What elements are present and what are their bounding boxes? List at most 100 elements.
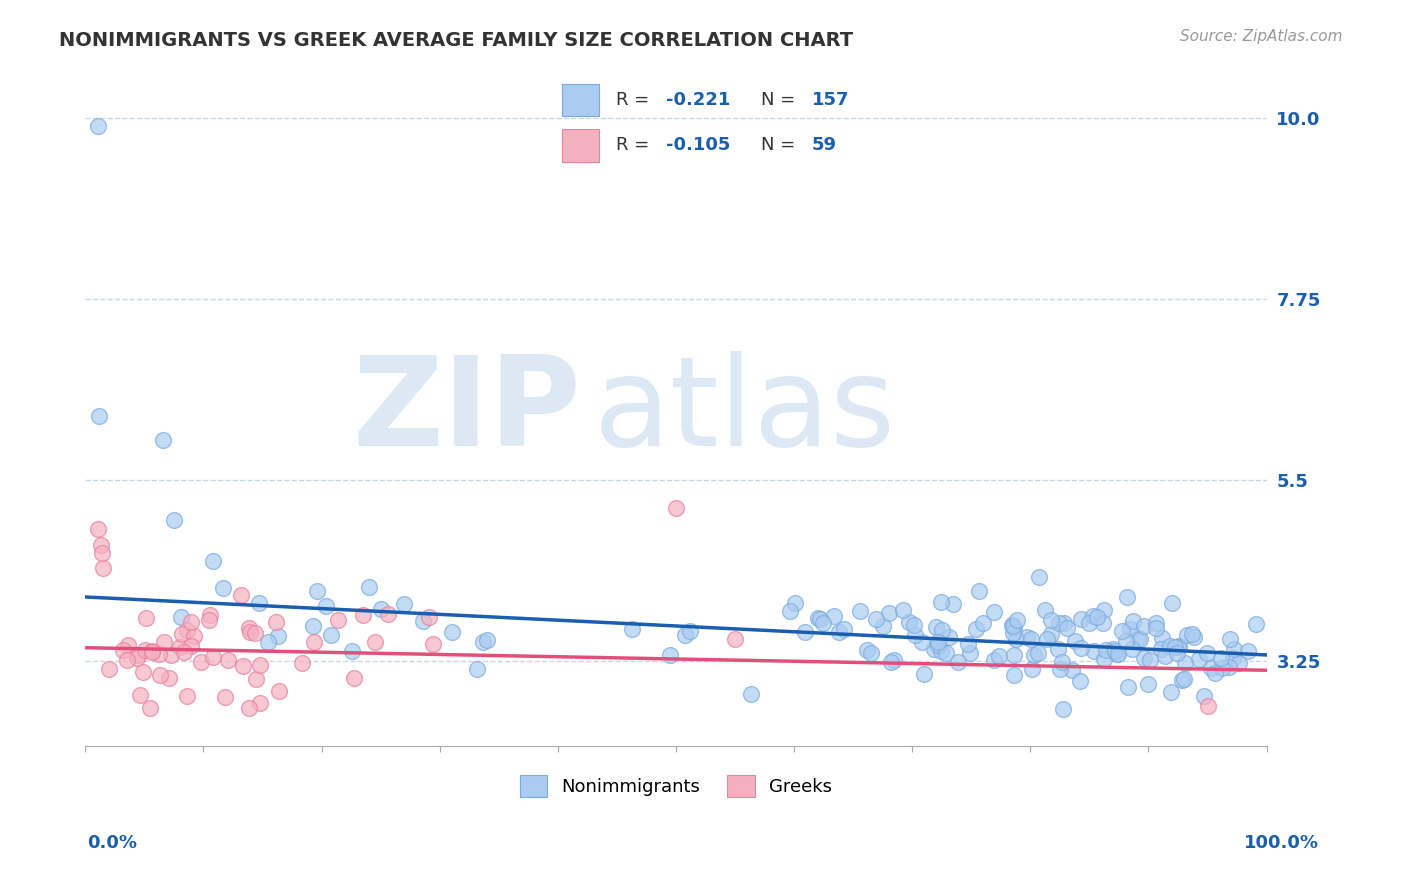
Point (173, 645, 195, 659)
Point (927, 635, 949, 649)
Point (1192, 689, 1215, 703)
Point (249, 658, 271, 673)
Point (1197, 698, 1219, 713)
Point (87, 409, 110, 423)
Point (924, 642, 946, 657)
Point (779, 604, 801, 618)
Point (238, 621, 260, 635)
Point (352, 607, 374, 622)
Point (1115, 590, 1137, 604)
Point (1036, 632, 1059, 646)
Point (91, 561, 114, 575)
Point (304, 635, 326, 649)
Point (925, 620, 948, 634)
Point (172, 626, 194, 640)
Point (1005, 632, 1028, 646)
Point (927, 639, 949, 653)
Point (1049, 662, 1071, 676)
Point (1060, 663, 1083, 677)
Point (872, 619, 894, 633)
Point (880, 655, 903, 669)
Point (1166, 646, 1188, 660)
Point (198, 607, 221, 622)
Point (1175, 628, 1198, 642)
Point (1039, 613, 1062, 627)
Point (170, 610, 193, 624)
Point (1199, 661, 1222, 675)
Point (914, 667, 936, 681)
Point (249, 696, 271, 710)
Point (183, 630, 205, 644)
Point (180, 615, 202, 630)
Point (1019, 632, 1042, 647)
Point (1085, 609, 1108, 624)
Point (128, 688, 150, 702)
Point (849, 604, 872, 618)
Point (983, 653, 1005, 667)
Text: R =: R = (616, 91, 655, 109)
Point (1111, 624, 1133, 638)
Point (1017, 630, 1039, 644)
Point (665, 501, 688, 516)
Point (1126, 631, 1149, 645)
Point (1070, 640, 1092, 655)
Point (1102, 642, 1125, 657)
Point (808, 612, 831, 626)
Point (1236, 644, 1258, 658)
Point (238, 700, 260, 714)
Point (1028, 646, 1050, 660)
FancyBboxPatch shape (562, 128, 599, 161)
Point (938, 630, 960, 644)
Point (967, 584, 990, 599)
Point (903, 618, 925, 632)
Point (232, 658, 254, 673)
Point (811, 616, 834, 631)
Text: -0.105: -0.105 (666, 136, 731, 154)
Point (1083, 643, 1105, 657)
Point (163, 513, 186, 527)
Point (169, 640, 191, 655)
Point (467, 662, 489, 676)
Point (1005, 614, 1028, 628)
Point (152, 433, 174, 447)
Point (148, 647, 170, 661)
Point (471, 635, 494, 649)
Point (202, 554, 225, 568)
Point (363, 635, 385, 649)
Point (1069, 673, 1091, 688)
Point (1001, 626, 1024, 640)
Point (115, 653, 138, 667)
Text: ZIP: ZIP (353, 351, 582, 472)
Point (127, 651, 149, 665)
Point (1116, 680, 1139, 694)
Point (176, 623, 198, 637)
Point (160, 648, 183, 663)
Text: N =: N = (761, 136, 801, 154)
Legend: Nonimmigrants, Greeks: Nonimmigrants, Greeks (513, 767, 839, 804)
Point (1092, 652, 1115, 666)
Point (965, 622, 987, 636)
Point (134, 642, 156, 657)
Point (1164, 640, 1187, 655)
Point (1052, 616, 1074, 631)
Point (231, 588, 253, 602)
Point (305, 584, 328, 599)
Point (359, 580, 381, 594)
Point (135, 610, 157, 624)
Point (239, 625, 262, 640)
Point (891, 603, 914, 617)
Point (929, 643, 952, 657)
Point (190, 655, 212, 669)
Point (1052, 702, 1074, 716)
Point (1078, 616, 1101, 631)
Point (394, 597, 416, 611)
Point (1104, 644, 1126, 658)
Point (1092, 603, 1115, 617)
Point (740, 687, 762, 701)
Point (1115, 633, 1137, 648)
Text: 0.0%: 0.0% (87, 834, 138, 852)
Point (621, 623, 644, 637)
Point (1153, 648, 1175, 663)
Point (793, 624, 815, 639)
Point (326, 614, 349, 628)
